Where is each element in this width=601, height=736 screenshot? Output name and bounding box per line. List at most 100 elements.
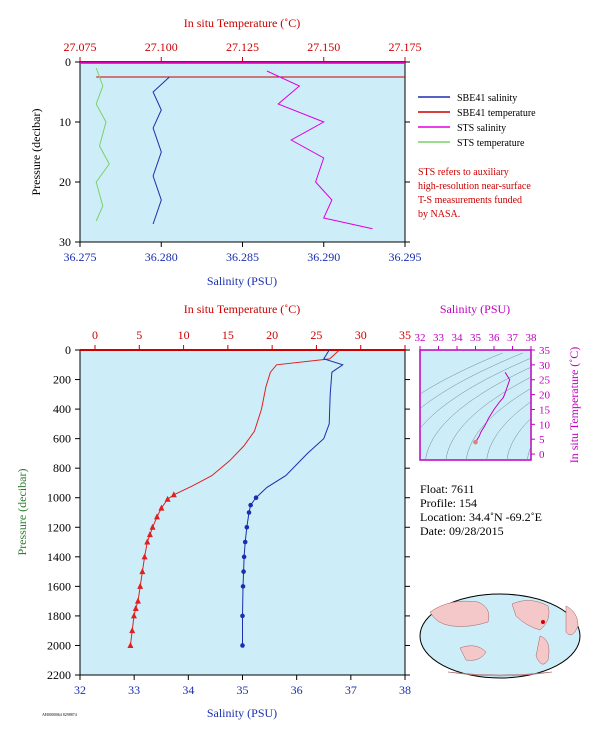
ts-temperature-tick-label: 10 (539, 419, 551, 431)
main-pressure-tick-label: 2200 (47, 668, 71, 682)
top-pressure-tick-label: 0 (65, 55, 71, 69)
salinity-marker (253, 495, 259, 501)
top-plot-area (79, 61, 406, 243)
salinity-marker (241, 569, 246, 574)
sbe41-salinity-line (152, 76, 170, 225)
ts-temperature-axis-title: In situ Temperature (˚C) (567, 347, 581, 464)
ts-density-contours (420, 352, 531, 460)
temperature-marker (146, 531, 153, 538)
main-salinity-tick-label: 34 (182, 683, 194, 697)
sts-salinity-line (266, 70, 373, 230)
ts-salinity-tick-label: 35 (470, 332, 482, 344)
top-salinity-tick-label: 36.280 (145, 250, 178, 264)
main-pressure-tick-label: 800 (53, 461, 71, 475)
ts-temperature-tick-label: 20 (539, 390, 551, 402)
main-salinity-tick-label: 38 (399, 683, 411, 697)
main-pressure-tick-label: 1200 (47, 520, 71, 534)
main-chart-salinity-axis-title: Salinity (PSU) (207, 706, 277, 720)
ts-salinity-ticks: 32 33 34 35 36 37 38 (415, 332, 538, 350)
top-temp-tick-label: 27.175 (389, 40, 422, 54)
float-location-marker (541, 620, 545, 624)
main-temp-tick-label: 5 (136, 328, 142, 342)
ts-series-group (473, 372, 511, 445)
main-temp-tick-label: 15 (222, 328, 234, 342)
ts-salinity-tick-label: 33 (433, 332, 445, 344)
legend-label-sbe41-temperature: SBE41 temperature (457, 108, 536, 119)
ts-salinity-tick-label: 32 (415, 332, 426, 344)
salinity-marker (242, 539, 248, 545)
main-series-group (127, 349, 344, 648)
ts-temperature-tick-label: 0 (539, 449, 545, 461)
top-chart-pressure-ticks: 0 10 20 30 (59, 55, 410, 249)
sts-note-line-4: by NASA. (418, 209, 460, 220)
main-pressure-tick-label: 1800 (47, 609, 71, 623)
salinity-marker (240, 584, 246, 589)
temperature-marker (170, 491, 177, 498)
temperature-marker (144, 538, 151, 545)
temperature-marker (134, 597, 141, 604)
main-chart: In situ Temperature (˚C) 0 5 10 15 20 25 30 35 … (15, 302, 411, 720)
ts-density-contour (420, 352, 523, 409)
salinity-marker (246, 510, 252, 515)
main-pressure-tick-label: 1600 (47, 579, 71, 593)
salinity-marker (248, 502, 253, 508)
main-salinity-tick-label: 33 (128, 683, 140, 697)
ts-profile-line (475, 372, 511, 443)
sts-note-line-3: T-S measurements funded (418, 195, 522, 206)
top-legend: SBE41 salinity SBE41 temperature STS sal… (418, 93, 536, 149)
main-temp-tick-label: 10 (178, 328, 190, 342)
ts-salinity-tick-label: 34 (452, 332, 464, 344)
main-chart-pressure-ticks: 0 200 400 600 800 1000 1200 1400 1600 1800 2000 220… (47, 343, 410, 682)
ts-deep-marker (473, 439, 478, 445)
map-land (429, 600, 579, 677)
top-chart-temp-axis-title: In situ Temperature (˚C) (184, 16, 301, 30)
location: Location: 34.4˚N -69.2˚E (420, 510, 542, 524)
float-id: Float: 7611 (420, 482, 475, 496)
main-salinity-tick-label: 35 (237, 683, 249, 697)
ts-density-contour (420, 352, 503, 395)
top-temp-tick-label: 27.125 (226, 40, 259, 54)
temperature-marker (137, 582, 144, 589)
ts-temperature-ticks: 35 30 25 20 15 10 5 0 (531, 345, 551, 461)
ts-salinity-tick-label: 36 (489, 332, 501, 344)
main-pressure-tick-label: 200 (53, 373, 71, 387)
top-pressure-tick-label: 30 (59, 235, 71, 249)
map-landmass-australia (459, 645, 487, 661)
top-salinity-tick-label: 36.295 (389, 250, 422, 264)
salinity-marker (240, 613, 245, 619)
main-temp-tick-label: 35 (399, 328, 411, 342)
top-temp-tick-label: 27.075 (64, 40, 97, 54)
main-pressure-tick-label: 600 (53, 432, 71, 446)
temperature-marker (154, 513, 160, 520)
ts-density-contour (445, 376, 531, 460)
salinity-marker (240, 643, 245, 648)
main-pressure-tick-label: 0 (65, 343, 71, 357)
main-chart-salinity-ticks: 32 33 34 35 36 37 38 (74, 675, 411, 697)
main-salinity-tick-label: 37 (345, 683, 357, 697)
temperature-marker (130, 612, 137, 619)
top-chart-salinity-axis-title: Salinity (PSU) (207, 274, 277, 288)
top-temp-tick-label: 27.100 (145, 40, 178, 54)
top-salinity-tick-label: 36.285 (226, 250, 259, 264)
ts-salinity-axis-title: Salinity (PSU) (440, 302, 510, 316)
top-chart-pressure-axis-title: Pressure (decibar) (29, 109, 43, 196)
ts-temperature-tick-label: 30 (539, 360, 551, 372)
top-series-group (80, 62, 405, 230)
legend-label-sbe41-salinity: SBE41 salinity (457, 93, 517, 104)
main-chart-temp-axis-title: In situ Temperature (˚C) (184, 302, 301, 316)
sts-note-line-1: STS refers to auxiliary (418, 167, 509, 178)
sts-note-line-2: high-resolution near-surface (418, 181, 531, 192)
ts-density-contour (486, 401, 531, 460)
ts-density-contour (420, 357, 531, 429)
top-chart: In situ Temperature (˚C) 27.075 27.100 27.… (29, 16, 536, 288)
ts-salinity-tick-label: 38 (526, 332, 538, 344)
temperature-marker (149, 523, 156, 530)
temperature-marker (127, 641, 134, 648)
main-temp-tick-label: 25 (310, 328, 322, 342)
salinity-marker (241, 554, 247, 560)
ts-density-contour (425, 366, 531, 460)
top-chart-temp-ticks: 27.075 27.100 27.125 27.150 27.175 (64, 40, 422, 62)
ts-temperature-tick-label: 5 (539, 434, 545, 446)
top-pressure-tick-label: 10 (59, 115, 71, 129)
